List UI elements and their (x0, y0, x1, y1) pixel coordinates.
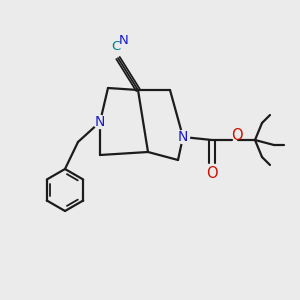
Text: N: N (95, 115, 105, 129)
Circle shape (94, 116, 106, 128)
Text: N: N (178, 130, 188, 144)
Circle shape (176, 130, 190, 143)
Text: O: O (206, 166, 218, 181)
Text: N: N (119, 34, 129, 47)
Text: O: O (231, 128, 243, 143)
Text: C: C (111, 40, 121, 53)
